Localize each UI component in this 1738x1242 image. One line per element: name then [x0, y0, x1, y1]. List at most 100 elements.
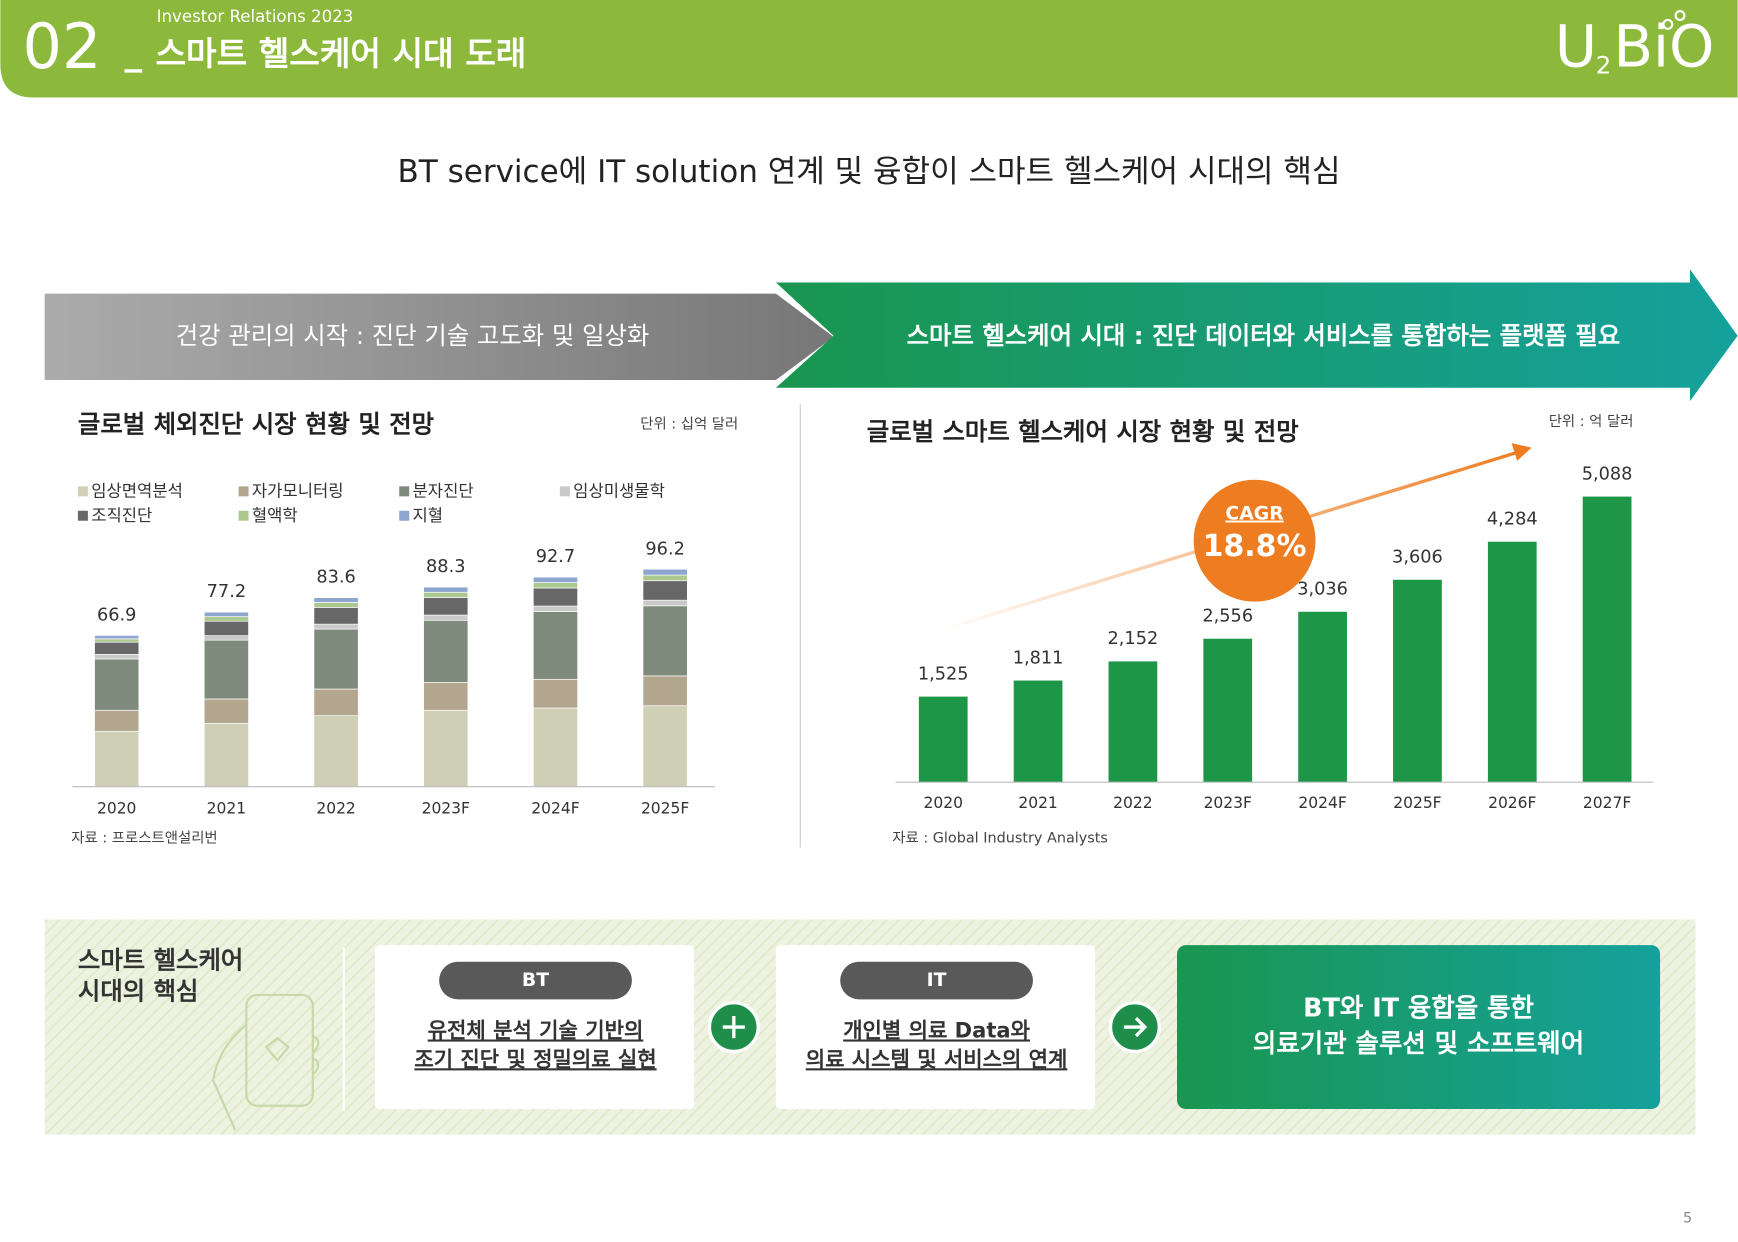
legend-label: 임상면역분석 [91, 481, 183, 500]
legend-swatch [399, 510, 410, 521]
x-tick-label: 2024F [531, 799, 579, 817]
unit: 단위 : 십억 달러 [640, 415, 738, 432]
bar [1487, 541, 1537, 783]
x-tick-label: 2023F [422, 799, 470, 817]
bar-segment [313, 688, 359, 716]
logo-dots [1662, 9, 1686, 30]
bar-segment [423, 597, 469, 616]
core-label: 스마트 헬스케어 [78, 946, 243, 975]
bar-segment [642, 705, 688, 787]
legend-swatch [238, 486, 249, 497]
cagr-badge [1193, 479, 1316, 602]
value-label: 4,284 [1487, 510, 1538, 530]
x-tick-label: 2022 [316, 799, 355, 817]
source: 자료 : 프로스트앤설리번 [71, 830, 217, 847]
x-tick-label: 2021 [1018, 794, 1057, 812]
banner-right [775, 269, 1738, 402]
x-tick-label: 2025F [641, 799, 689, 817]
core-label: 시대의 핵심 [78, 977, 199, 1006]
value-label: 2,556 [1202, 607, 1253, 627]
bar [1108, 661, 1158, 783]
bar [1393, 579, 1442, 783]
legend-label: 혈액학 [252, 506, 298, 525]
bar-segment [94, 638, 140, 643]
cagr-value: 18.8% [1203, 529, 1307, 564]
bar-segment [94, 635, 140, 640]
bar-segment [203, 620, 249, 636]
tag: BT [522, 970, 549, 991]
bar-segment [423, 591, 469, 598]
header-title: 스마트 헬스케어 시대 도래 [155, 34, 526, 73]
bar-segment [313, 597, 359, 603]
box-text: 개인별 의료 Data와 [843, 1017, 1030, 1042]
x-tick-label: 2021 [207, 799, 246, 817]
bar-segment [532, 587, 578, 607]
box-text: 유전체 분석 기술 기반의 [428, 1017, 644, 1042]
bar-segment [642, 675, 688, 707]
section-number: 02 [23, 10, 102, 83]
total-label: 96.2 [645, 539, 684, 559]
x-tick-label: 2023F [1204, 794, 1252, 812]
bar-segment [532, 605, 578, 612]
bar-segment [313, 623, 359, 630]
bar-segment [642, 599, 688, 607]
header-bar [0, 0, 1738, 98]
x-tick-label: 2027F [1583, 794, 1631, 812]
x-tick-label: 2022 [1113, 794, 1152, 812]
bar-segment [313, 607, 359, 625]
banner-left [44, 293, 834, 381]
legend-swatch [77, 510, 88, 521]
tag-pill [840, 961, 1033, 1000]
banner-text: 건강 관리의 시작 : 진단 기술 고도화 및 일상화 [176, 321, 650, 350]
bar-segment [532, 582, 578, 589]
bar [1582, 496, 1632, 783]
result-text: 의료기관 솔루션 및 소프트웨어 [1253, 1029, 1584, 1059]
plus-icon [707, 1001, 760, 1054]
page-number: 5 [1683, 1211, 1692, 1227]
legend-swatch [238, 510, 249, 521]
result-box [1177, 945, 1661, 1110]
bar-segment [203, 611, 249, 618]
source: 자료 : Global Industry Analysts [892, 830, 1108, 847]
bar-segment [642, 605, 688, 677]
trend-arrowhead [1511, 443, 1532, 461]
bar [918, 696, 968, 783]
total-label: 88.3 [426, 557, 465, 577]
bar-segment [642, 580, 688, 601]
bar-segment [94, 654, 140, 660]
bar-segment [423, 619, 469, 683]
bar-segment [94, 658, 140, 711]
bar-segment [532, 576, 578, 583]
value-label: 5,088 [1582, 464, 1633, 484]
x-tick-label: 2020 [97, 799, 136, 817]
bar-segment [313, 628, 359, 690]
bar-segment [532, 707, 578, 787]
bar-segment [203, 635, 249, 641]
bar-segment [423, 614, 469, 621]
bar-segment [203, 639, 249, 700]
legend-label: 지혈 [413, 506, 444, 525]
x-tick-label: 2026F [1488, 794, 1536, 812]
bar-segment [423, 586, 469, 593]
bar-segment [423, 682, 469, 711]
legend-label: 임상미생물학 [573, 481, 665, 500]
value-label: 3,606 [1392, 548, 1443, 568]
box-text: 조기 진단 및 정밀의료 실현 [414, 1046, 656, 1071]
logo: U [1555, 14, 1597, 81]
bar-segment [94, 730, 140, 787]
box-text: 의료 시스템 및 서비스의 연계 [806, 1046, 1068, 1071]
legend-swatch [399, 486, 410, 497]
bar-segment [423, 709, 469, 787]
banner-text: 스마트 헬스케어 시대 : 진단 데이터와 서비스를 통합하는 플랫폼 필요 [907, 321, 1621, 350]
value-label: 3,036 [1297, 580, 1348, 600]
bar-segment [313, 715, 359, 787]
chart-title: 글로벌 체외진단 시장 현황 및 전망 [78, 409, 434, 438]
total-label: 66.9 [97, 605, 136, 625]
x-tick-label: 2020 [924, 794, 963, 812]
bar-segment [642, 568, 688, 576]
bar [1013, 680, 1063, 783]
arrow-icon [1108, 1001, 1161, 1054]
bar-segment [203, 723, 249, 787]
bar-segment [203, 616, 249, 622]
